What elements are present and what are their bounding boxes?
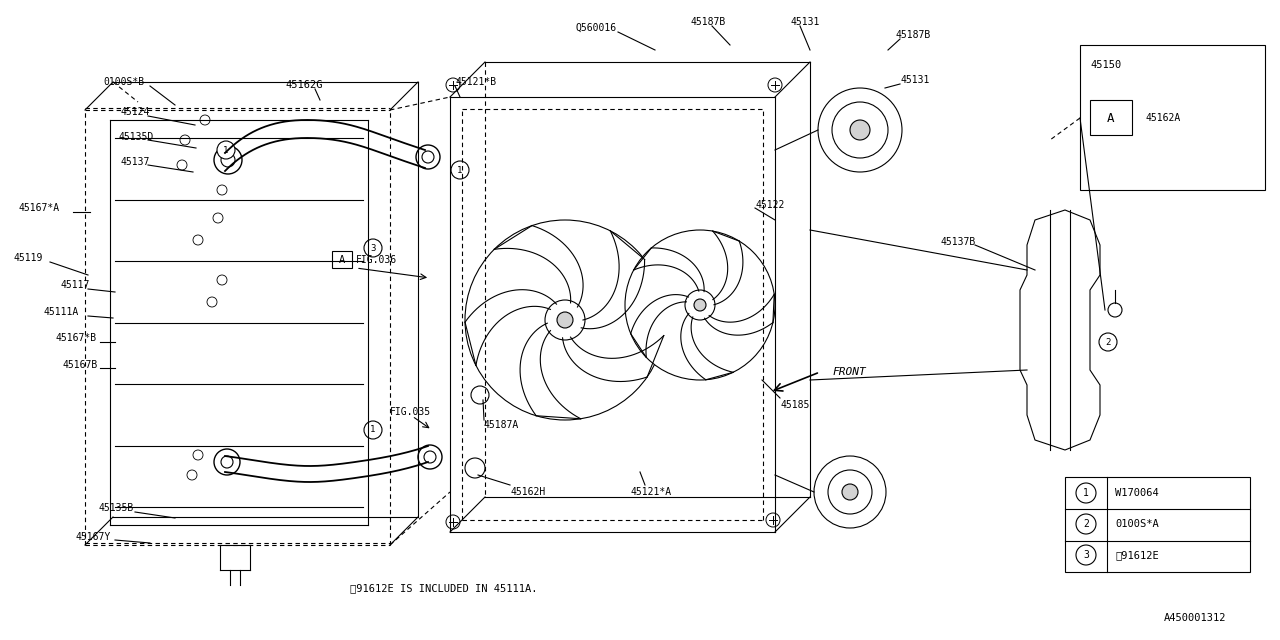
Circle shape xyxy=(768,78,782,92)
Circle shape xyxy=(214,449,241,475)
Text: 2: 2 xyxy=(1106,337,1111,346)
Text: 0100S*A: 0100S*A xyxy=(1115,519,1158,529)
Circle shape xyxy=(193,235,204,245)
Circle shape xyxy=(625,230,774,380)
Text: A: A xyxy=(1107,111,1115,125)
Circle shape xyxy=(765,513,780,527)
Circle shape xyxy=(218,275,227,285)
Text: 45150: 45150 xyxy=(1091,60,1121,70)
Circle shape xyxy=(364,421,381,439)
Text: 45131: 45131 xyxy=(900,75,929,85)
Text: FRONT: FRONT xyxy=(832,367,865,377)
Circle shape xyxy=(1108,303,1123,317)
Text: 45167*B: 45167*B xyxy=(55,333,96,343)
Text: 1: 1 xyxy=(370,426,376,435)
Text: 45117: 45117 xyxy=(60,280,90,290)
Circle shape xyxy=(207,297,218,307)
Circle shape xyxy=(818,88,902,172)
Circle shape xyxy=(1076,545,1096,565)
Circle shape xyxy=(422,151,434,163)
Text: 2: 2 xyxy=(1083,519,1089,529)
Circle shape xyxy=(177,160,187,170)
Circle shape xyxy=(842,484,858,500)
Text: 45137: 45137 xyxy=(120,157,150,167)
Text: 3: 3 xyxy=(1083,550,1089,560)
Circle shape xyxy=(557,312,573,328)
Circle shape xyxy=(180,135,189,145)
Circle shape xyxy=(814,456,886,528)
Circle shape xyxy=(187,470,197,480)
Text: 45135B: 45135B xyxy=(99,503,133,513)
Text: 45187B: 45187B xyxy=(690,17,726,27)
Text: 1: 1 xyxy=(457,166,462,175)
Circle shape xyxy=(221,456,233,468)
Circle shape xyxy=(1100,333,1117,351)
Circle shape xyxy=(221,153,236,167)
Text: Q560016: Q560016 xyxy=(575,23,616,33)
Circle shape xyxy=(451,161,468,179)
Circle shape xyxy=(424,451,436,463)
Text: 45162G: 45162G xyxy=(285,80,323,90)
Circle shape xyxy=(200,115,210,125)
Text: FIG.035: FIG.035 xyxy=(390,407,431,417)
Circle shape xyxy=(471,386,489,404)
Bar xyxy=(1065,477,1251,572)
Circle shape xyxy=(832,102,888,158)
Circle shape xyxy=(850,120,870,140)
Bar xyxy=(1091,100,1132,135)
Circle shape xyxy=(445,78,460,92)
Circle shape xyxy=(214,146,242,174)
Circle shape xyxy=(465,458,485,478)
Text: 1: 1 xyxy=(223,145,229,154)
Circle shape xyxy=(685,290,716,320)
Circle shape xyxy=(416,145,440,169)
Text: 45137B: 45137B xyxy=(940,237,975,247)
Text: 45124: 45124 xyxy=(120,107,150,117)
Circle shape xyxy=(218,185,227,195)
Text: 1: 1 xyxy=(1083,488,1089,498)
Text: FIG.036: FIG.036 xyxy=(356,255,397,265)
Text: ※91612E: ※91612E xyxy=(1115,550,1158,560)
Text: A: A xyxy=(339,255,346,265)
Circle shape xyxy=(218,141,236,159)
Text: W170064: W170064 xyxy=(1115,488,1158,498)
Circle shape xyxy=(694,299,707,311)
Text: 45122: 45122 xyxy=(755,200,785,210)
Bar xyxy=(332,251,352,268)
Circle shape xyxy=(1076,483,1096,503)
Text: 3: 3 xyxy=(370,243,376,253)
Text: A450001312: A450001312 xyxy=(1164,613,1226,623)
Text: 0100S*B: 0100S*B xyxy=(102,77,145,87)
Polygon shape xyxy=(1020,210,1100,450)
Circle shape xyxy=(828,470,872,514)
Text: 45167Y: 45167Y xyxy=(76,532,110,542)
Text: 45131: 45131 xyxy=(790,17,819,27)
Circle shape xyxy=(364,239,381,257)
Text: 45167B: 45167B xyxy=(61,360,97,370)
Circle shape xyxy=(545,300,585,340)
Text: 45162A: 45162A xyxy=(1146,113,1180,123)
Circle shape xyxy=(465,220,666,420)
Text: 45111A: 45111A xyxy=(44,307,78,317)
Text: 45162H: 45162H xyxy=(509,487,545,497)
Text: 45119: 45119 xyxy=(13,253,42,263)
Text: 45121*B: 45121*B xyxy=(454,77,497,87)
Text: 45135D: 45135D xyxy=(118,132,154,142)
Circle shape xyxy=(419,445,442,469)
Circle shape xyxy=(445,515,460,529)
Text: 45187A: 45187A xyxy=(483,420,518,430)
Text: 45121*A: 45121*A xyxy=(630,487,671,497)
Text: 45167*A: 45167*A xyxy=(18,203,59,213)
Bar xyxy=(1080,45,1265,190)
Circle shape xyxy=(212,213,223,223)
Text: ※91612E IS INCLUDED IN 45111A.: ※91612E IS INCLUDED IN 45111A. xyxy=(349,583,538,593)
Text: 45185: 45185 xyxy=(780,400,809,410)
Text: 45187B: 45187B xyxy=(895,30,931,40)
Circle shape xyxy=(1076,514,1096,534)
Circle shape xyxy=(193,450,204,460)
